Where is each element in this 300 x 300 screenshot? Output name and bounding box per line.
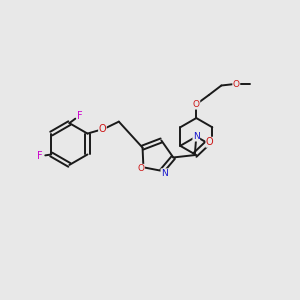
- Text: F: F: [77, 111, 83, 121]
- Text: N: N: [193, 132, 200, 141]
- Text: O: O: [233, 80, 240, 88]
- Text: N: N: [161, 169, 168, 178]
- Text: O: O: [193, 100, 200, 109]
- Text: O: O: [137, 164, 145, 173]
- Text: O: O: [99, 124, 106, 134]
- Text: F: F: [37, 151, 43, 161]
- Text: O: O: [206, 137, 214, 147]
